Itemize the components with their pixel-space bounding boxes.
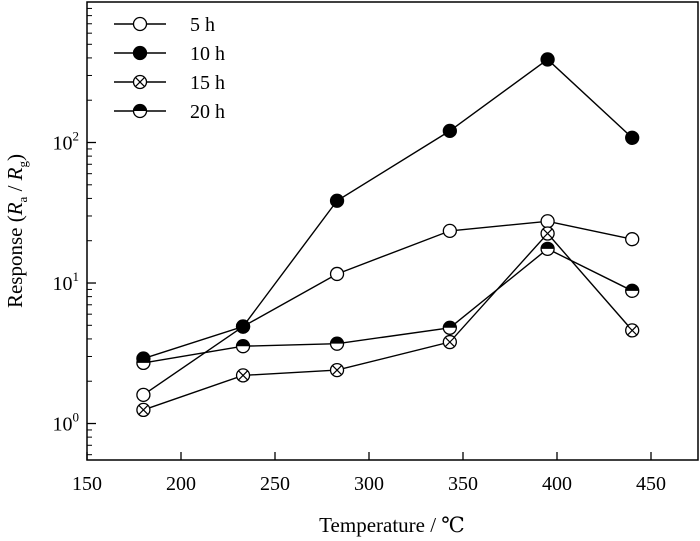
y-tick-label-base: 10	[53, 414, 73, 436]
data-point-series-1	[442, 223, 457, 239]
y-axis-label-r1: R	[3, 202, 27, 216]
y-tick-label: 101	[53, 269, 80, 295]
plot-frame	[86, 1, 699, 461]
data-point-series-3	[329, 362, 345, 378]
data-point-series-1	[329, 266, 345, 282]
data-point-series-4	[442, 320, 457, 335]
series-line-4	[143, 248, 633, 364]
y-axis-label-suffix: )	[3, 154, 27, 161]
legend-label: 5 h	[190, 14, 215, 36]
y-tick-label-exponent: 1	[73, 269, 80, 284]
data-point-series-4	[235, 339, 251, 354]
legend-label: 10 h	[190, 43, 225, 65]
y-tick-label: 102	[53, 129, 80, 155]
y-tick-label-base: 10	[53, 273, 73, 295]
data-point-series-4	[625, 283, 640, 298]
data-point-series-1	[625, 232, 640, 247]
data-point-series-4	[329, 336, 345, 351]
y-axis-label-r1-sub: a	[15, 196, 30, 202]
data-point-series-1	[540, 214, 555, 229]
y-axis-label-r2-sub: g	[15, 160, 30, 167]
data-point-series-2	[540, 52, 555, 67]
series-line-3	[143, 232, 633, 411]
legend-marker	[132, 103, 148, 119]
series-line-2	[143, 58, 633, 360]
legend-marker	[132, 45, 148, 61]
legend-label: 15 h	[190, 72, 225, 94]
series-line-1	[143, 220, 633, 396]
x-tick-label: 250	[260, 473, 290, 495]
plot-layer	[136, 52, 640, 418]
x-tick-label: 200	[166, 473, 196, 495]
data-point-series-4	[136, 355, 151, 371]
x-axis-label: Temperature / ℃	[319, 513, 465, 537]
data-point-series-2	[625, 130, 640, 145]
data-point-series-3	[136, 402, 151, 418]
data-point-series-2	[442, 123, 457, 139]
y-tick-label-base: 10	[53, 133, 73, 155]
data-point-series-3	[540, 226, 555, 241]
y-axis-label-r2: R	[3, 167, 27, 181]
y-axis-label: Response (Ra / Rg)	[3, 154, 30, 308]
y-tick-label-exponent: 2	[73, 129, 80, 144]
y-axis-label-prefix: Response (	[3, 215, 27, 308]
legend-label: 20 h	[190, 101, 225, 123]
data-point-series-2	[235, 319, 251, 334]
y-tick-label: 100	[53, 410, 80, 436]
data-point-series-4	[540, 241, 555, 257]
data-point-series-1	[136, 387, 151, 402]
y-axis-label-sep: /	[3, 180, 27, 196]
data-point-series-2	[329, 193, 345, 208]
data-point-series-3	[625, 323, 640, 338]
data-point-series-3	[442, 334, 457, 350]
legend: 5 h 10 h 15 h 20 h	[114, 14, 225, 123]
data-point-series-3	[235, 368, 251, 383]
x-tick-label: 150	[72, 473, 102, 495]
x-tick-label: 350	[448, 473, 478, 495]
x-tick-label: 300	[354, 473, 384, 495]
legend-marker	[132, 74, 148, 90]
legend-marker	[132, 16, 148, 32]
y-tick-label-exponent: 0	[73, 410, 80, 425]
x-tick-label: 450	[636, 473, 666, 495]
x-tick-label: 400	[542, 473, 572, 495]
